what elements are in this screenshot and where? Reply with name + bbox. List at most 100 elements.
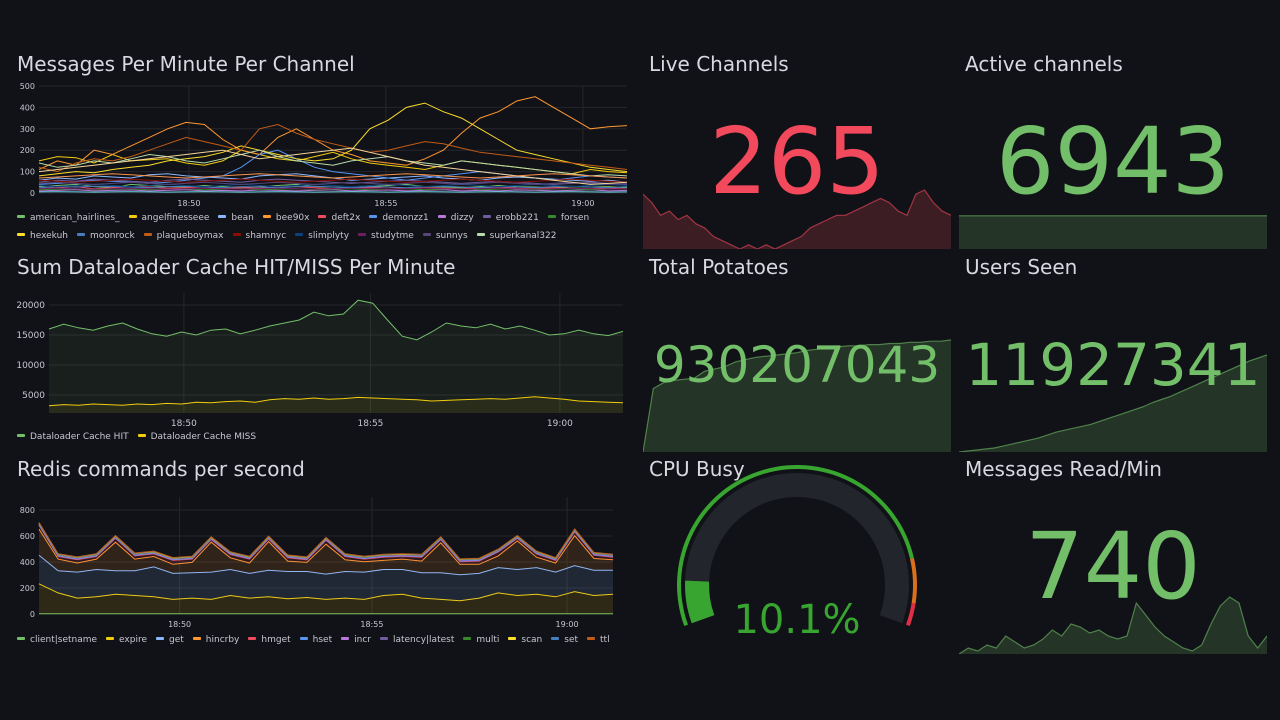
sparkline-line — [959, 354, 1267, 452]
y-tick-label: 800 — [20, 506, 35, 515]
legend-label: dizzy — [450, 213, 474, 223]
legend-swatch — [77, 233, 86, 236]
panel-dataloader-cache[interactable]: Sum Dataloader Cache HIT/MISS Per Minute… — [11, 255, 631, 451]
legend-swatch — [137, 434, 146, 437]
legend-label: demonzz1 — [382, 213, 429, 223]
legend-swatch — [128, 215, 137, 218]
y-tick-label: 5000 — [22, 391, 45, 401]
panel-title: Users Seen — [965, 255, 1078, 279]
panel-redis-commands[interactable]: Redis commands per second 0 200 400 600 800 1… — [11, 457, 631, 653]
legend-item[interactable]: multi — [463, 631, 499, 649]
legend-swatch — [551, 637, 560, 640]
gauge-value-arc — [685, 580, 715, 624]
panel-active-channels[interactable]: Active channels 6943 — [959, 52, 1267, 249]
legend-swatch — [17, 215, 25, 218]
legend-item[interactable]: angelfinesseee — [128, 209, 210, 227]
legend-item[interactable]: bean — [218, 209, 254, 227]
panel-title: Active channels — [965, 52, 1123, 76]
panel-messages-read[interactable]: Messages Read/Min 740 — [959, 457, 1267, 654]
messages-chart[interactable]: 0 100 200 300 400 500 18:50 18:55 19:00 — [11, 52, 631, 212]
x-tick-label: 18:50 — [177, 199, 200, 208]
legend-item[interactable]: dizzy — [437, 209, 474, 227]
legend-item[interactable]: hincrby — [192, 631, 239, 649]
y-tick-label: 500 — [20, 82, 35, 91]
legend-label: Dataloader Cache HIT — [30, 432, 129, 442]
legend-item[interactable]: hmget — [248, 631, 291, 649]
legend-swatch — [17, 434, 25, 437]
cache-chart[interactable]: 5000 10000 15000 20000 18:50 18:55 19:00 — [11, 255, 631, 430]
legend-item[interactable]: moonrock — [77, 227, 135, 245]
legend-item[interactable]: plaqueboymax — [143, 227, 224, 245]
series-line — [38, 528, 614, 565]
legend-item[interactable]: deft2x — [318, 209, 360, 227]
legend-item[interactable]: erobb221 — [482, 209, 539, 227]
sparkline-line — [643, 339, 951, 452]
legend-item[interactable]: set — [551, 631, 578, 649]
panel-messages-per-minute[interactable]: Messages Per Minute Per Channel 0 100 200 3… — [11, 52, 631, 248]
series-area — [39, 583, 613, 614]
live-channels-value: 265 — [709, 108, 885, 215]
sparkline-line — [643, 189, 951, 249]
legend-item[interactable]: get — [156, 631, 184, 649]
legend-item[interactable]: incr — [341, 631, 371, 649]
legend-item[interactable]: xqc — [142, 245, 171, 248]
gauge-threshold-red — [906, 603, 916, 627]
y-tick-label: 20000 — [16, 301, 45, 311]
panel-cpu-busy[interactable]: CPU Busy 10.1% — [643, 457, 951, 654]
legend-item[interactable]: superkanal322 — [476, 227, 556, 245]
legend-item[interactable]: slimplyty — [295, 227, 349, 245]
gauge-track — [685, 473, 909, 624]
panel-title: Sum Dataloader Cache HIT/MISS Per Minute — [17, 255, 456, 279]
legend-label: latency|latest — [392, 635, 455, 645]
panel-total-potatoes[interactable]: Total Potatoes 930207043 — [643, 255, 951, 452]
legend-swatch — [379, 637, 388, 640]
total-potatoes-value: 930207043 — [653, 336, 941, 394]
series-area — [49, 396, 623, 413]
legend-item[interactable]: thetylilshow — [17, 245, 84, 248]
series-area — [39, 529, 613, 575]
sparkline-area — [643, 190, 951, 249]
legend-item[interactable]: latency|latest — [379, 631, 455, 649]
sparkline-area — [959, 597, 1267, 654]
panel-title: Messages Read/Min — [965, 457, 1162, 481]
legend-item[interactable]: demonzz1 — [369, 209, 429, 227]
legend-swatch — [437, 215, 446, 218]
legend-item[interactable]: studytme — [358, 227, 414, 245]
series-line — [48, 396, 624, 407]
x-tick-label: 19:00 — [571, 199, 594, 208]
panel-title: CPU Busy — [649, 457, 745, 481]
legend-item[interactable]: vonza — [93, 245, 133, 248]
legend-item[interactable]: scan — [508, 631, 542, 649]
legend-item[interactable]: forsen — [547, 209, 589, 227]
legend-item[interactable]: expire — [106, 631, 147, 649]
legend-swatch — [358, 233, 367, 236]
panel-live-channels[interactable]: Live Channels 265 — [643, 52, 951, 249]
legend-item[interactable]: american_hairlines_ — [17, 209, 120, 227]
legend-item[interactable]: client|setname — [17, 631, 97, 649]
panel-users-seen[interactable]: Users Seen 11927341 — [959, 255, 1267, 452]
legend-label: moonrock — [90, 231, 135, 241]
y-tick-label: 200 — [20, 584, 35, 593]
legend-swatch — [106, 637, 115, 640]
messages-read-value: 740 — [1025, 513, 1201, 620]
series-line — [38, 102, 628, 177]
panel-title: Messages Per Minute Per Channel — [17, 52, 355, 76]
legend-swatch — [17, 233, 25, 236]
legend-item[interactable]: Dataloader Cache HIT — [17, 428, 129, 446]
legend-label: angelfinesseee — [141, 213, 210, 223]
legend-label: client|setname — [30, 635, 98, 645]
legend-item[interactable]: hexekuh — [17, 227, 68, 245]
legend-item[interactable]: shamnyc — [232, 227, 286, 245]
legend-item[interactable]: Dataloader Cache MISS — [137, 428, 256, 446]
panel-title: Redis commands per second — [17, 457, 305, 481]
legend-item[interactable]: ttl — [587, 631, 610, 649]
legend-item[interactable]: hset — [299, 631, 332, 649]
legend-item[interactable]: sunnys — [422, 227, 468, 245]
series-line — [38, 185, 628, 189]
legend-label: ttl — [600, 635, 610, 645]
y-tick-label: 400 — [20, 103, 35, 112]
users-seen-value: 11927341 — [965, 331, 1261, 399]
legend-swatch — [587, 637, 596, 640]
legend-item[interactable]: bee90x — [262, 209, 309, 227]
redis-chart[interactable]: 0 200 400 600 800 18:50 18:55 19:00 — [11, 457, 631, 632]
